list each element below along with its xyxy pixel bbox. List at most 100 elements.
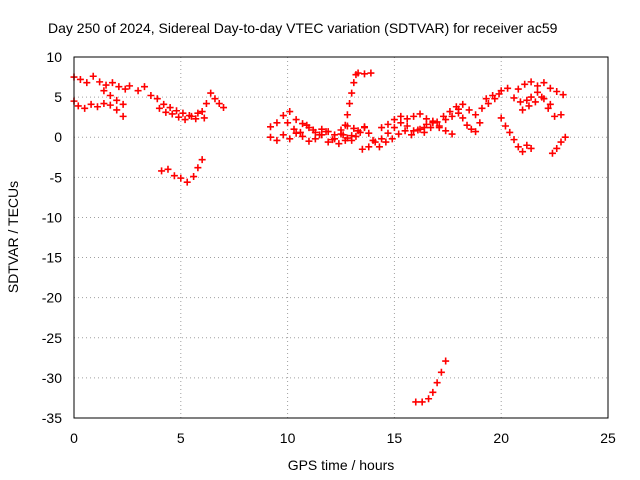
data-point <box>407 131 415 139</box>
data-point <box>403 115 411 123</box>
data-point <box>527 144 535 152</box>
data-point <box>83 79 91 87</box>
x-tick-label: 10 <box>280 430 296 446</box>
data-point <box>416 110 424 118</box>
x-tick-label: 15 <box>387 430 403 446</box>
data-point <box>375 143 383 151</box>
data-point <box>181 116 189 124</box>
data-point <box>454 105 462 113</box>
data-point <box>341 121 349 129</box>
data-point <box>442 127 450 135</box>
data-point <box>324 138 332 146</box>
data-point <box>354 69 362 77</box>
data-point <box>102 81 110 89</box>
series-arc-22 <box>519 93 565 120</box>
data-point <box>397 119 405 127</box>
data-point <box>525 102 533 110</box>
data-point <box>335 140 343 148</box>
data-point <box>200 114 208 122</box>
data-point <box>155 104 163 112</box>
data-point <box>198 156 206 164</box>
series-arc-12 <box>348 124 428 151</box>
series-arc-14 <box>378 109 462 135</box>
data-point <box>74 102 82 110</box>
data-point <box>521 80 529 88</box>
data-points <box>70 69 569 406</box>
data-point <box>207 89 215 97</box>
data-point <box>316 131 324 139</box>
y-axis-label: SDTVAR / TECUs <box>5 181 21 293</box>
data-point <box>422 120 430 128</box>
series-arc-3 <box>100 87 127 108</box>
data-point <box>557 111 565 119</box>
axis-ticks: 0 5 10 15 20 25 10 5 0 -5 -10 -15 -20 -25 -30 -35 <box>42 49 616 446</box>
y-tick-label: -30 <box>42 370 62 386</box>
data-point <box>286 135 294 143</box>
data-point <box>401 127 409 135</box>
data-point <box>360 124 368 132</box>
data-point <box>384 120 392 128</box>
data-point <box>442 357 450 365</box>
data-point <box>546 84 554 92</box>
data-point <box>472 128 480 136</box>
data-point <box>198 108 206 116</box>
data-point <box>168 110 176 118</box>
series-arc-17 <box>412 357 450 406</box>
y-tick-label: -15 <box>42 250 62 266</box>
data-point <box>553 87 561 95</box>
data-point <box>108 79 116 87</box>
data-point <box>519 106 527 114</box>
data-point <box>553 144 561 152</box>
data-point <box>279 112 287 120</box>
series-arc-21 <box>497 84 531 106</box>
data-point <box>459 100 467 108</box>
data-point <box>448 112 456 120</box>
data-point <box>420 128 428 136</box>
data-point <box>93 103 101 111</box>
data-point <box>390 124 398 132</box>
data-point <box>284 119 292 127</box>
data-point <box>378 124 386 132</box>
data-point <box>267 123 275 131</box>
data-point <box>465 106 473 114</box>
data-point <box>322 128 330 136</box>
data-point <box>348 136 356 144</box>
data-point <box>290 125 298 133</box>
data-point <box>173 107 181 115</box>
data-point <box>81 104 89 112</box>
data-point <box>343 111 351 119</box>
data-point <box>527 93 535 101</box>
data-point <box>534 88 542 96</box>
data-point <box>559 91 567 99</box>
data-point <box>497 114 505 122</box>
data-point <box>273 136 281 144</box>
data-point <box>134 87 142 95</box>
data-point <box>371 138 379 146</box>
data-point <box>126 82 134 90</box>
data-point <box>435 122 443 130</box>
data-point <box>540 79 548 87</box>
y-tick-label: -20 <box>42 290 62 306</box>
data-point <box>286 108 294 116</box>
data-point <box>403 122 411 130</box>
data-point <box>551 112 559 120</box>
data-point <box>100 87 108 95</box>
data-point <box>194 109 202 117</box>
data-point <box>121 85 129 93</box>
data-point <box>194 164 202 172</box>
data-point <box>412 398 420 406</box>
data-point <box>384 129 392 137</box>
data-point <box>429 388 437 396</box>
data-point <box>472 111 480 119</box>
chart-title: Day 250 of 2024, Sidereal Day-to-day VTE… <box>48 20 558 36</box>
data-point <box>175 113 183 121</box>
data-point <box>410 127 418 135</box>
data-point <box>202 100 210 108</box>
data-point <box>96 78 104 86</box>
data-point <box>346 100 354 108</box>
plot-frame <box>73 56 609 419</box>
data-point <box>303 121 311 129</box>
series-arc-1 <box>70 72 134 93</box>
data-point <box>311 135 319 143</box>
data-point <box>89 72 97 80</box>
